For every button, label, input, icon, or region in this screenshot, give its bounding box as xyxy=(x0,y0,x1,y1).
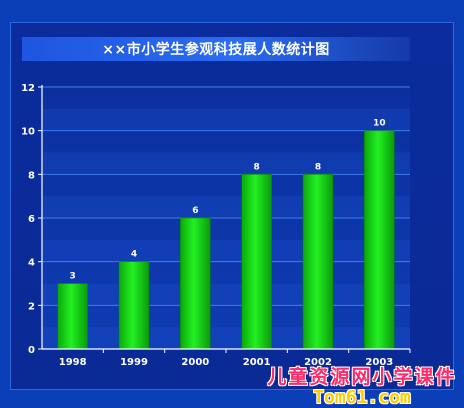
watermark-text-en: Tom61.com xyxy=(313,387,411,408)
watermark-text-cn: 儿童资源网小学课件 xyxy=(267,366,457,388)
data-label-2003: 10 xyxy=(373,119,386,129)
x-tick-label-1998: 1998 xyxy=(59,357,87,368)
chart-title: ××市小学生参观科技展人数统计图 xyxy=(22,37,410,61)
axes: 0 2 4 6 8 10 12 xyxy=(21,83,411,356)
x-tick-label-1999: 1999 xyxy=(120,357,148,368)
grid-band xyxy=(42,108,410,131)
y-tick-label-6: 6 xyxy=(28,214,35,225)
y-tick-label-4: 4 xyxy=(28,258,35,269)
bar-1999 xyxy=(118,261,150,350)
x-tick-label-2000: 2000 xyxy=(181,357,209,368)
data-label-2002: 8 xyxy=(315,162,321,172)
y-tick-label-10: 10 xyxy=(21,127,35,138)
y-tick-label-8: 8 xyxy=(28,170,35,181)
grid-band xyxy=(42,152,410,175)
y-tick-label-12: 12 xyxy=(21,83,35,94)
x-tick-label-2001: 2001 xyxy=(243,357,271,368)
watermark-logo: 儿童资源网小学课件 Tom61.com xyxy=(262,362,462,408)
x-tick-label-2003: 2003 xyxy=(365,357,393,368)
y-tick-label-0: 0 xyxy=(28,345,35,356)
bar-2002 xyxy=(302,174,334,350)
grid-band xyxy=(42,327,410,349)
bar-1998 xyxy=(57,283,88,350)
data-labels: 3 1998 4 1999 6 2000 8 2001 8 2002 10 2003 xyxy=(59,119,394,368)
y-tick-label-2: 2 xyxy=(28,301,35,312)
bar-2000 xyxy=(180,217,211,350)
grid-band xyxy=(42,196,410,218)
grid-band xyxy=(42,283,410,306)
bar-2001 xyxy=(241,174,272,350)
data-label-1998: 3 xyxy=(70,272,76,282)
grid-band xyxy=(42,239,410,262)
data-label-2000: 6 xyxy=(192,206,198,216)
data-label-1999: 4 xyxy=(131,250,137,260)
bars xyxy=(57,130,395,350)
data-label-2001: 8 xyxy=(254,162,260,172)
bar-2003 xyxy=(364,130,395,350)
x-tick-label-2002: 2002 xyxy=(304,357,332,368)
